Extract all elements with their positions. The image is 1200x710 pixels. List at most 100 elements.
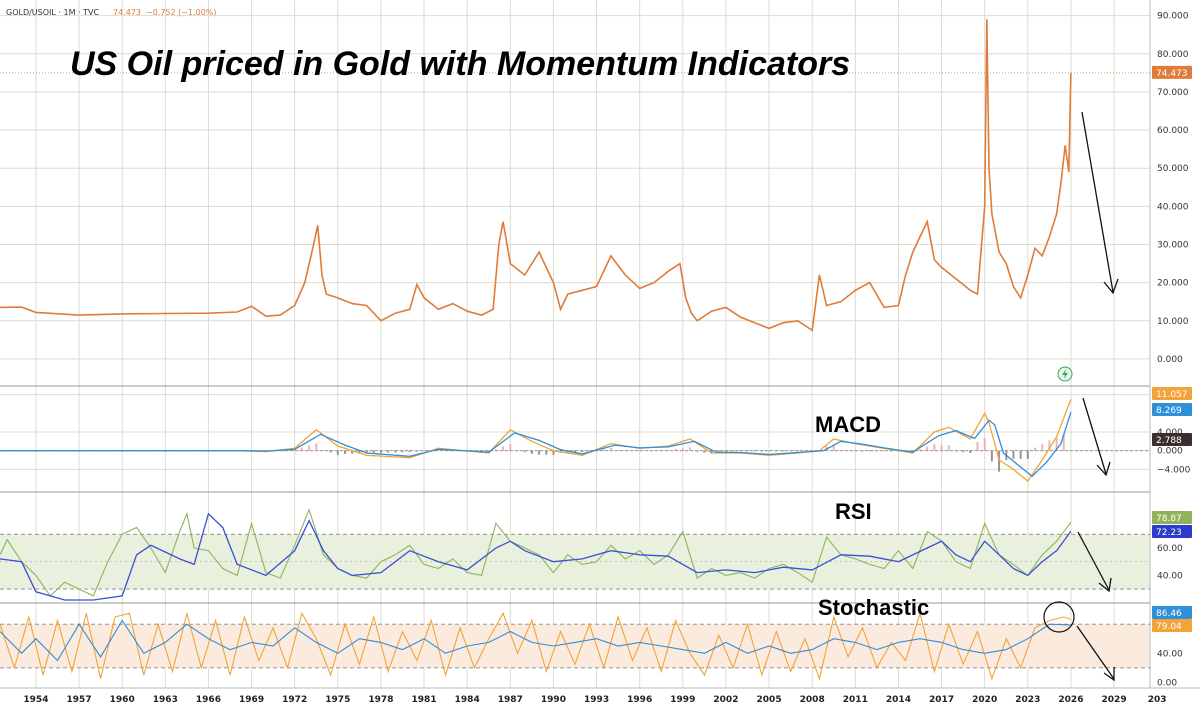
macd-histogram-bar bbox=[502, 446, 505, 451]
rsi-ma-value-badge-bg bbox=[1152, 525, 1192, 538]
macd-histogram-bar bbox=[379, 450, 382, 453]
macd-histogram-bar bbox=[861, 450, 864, 452]
x-tick-label: 2005 bbox=[757, 695, 782, 705]
x-tick-label: 2008 bbox=[800, 695, 825, 705]
macd-histogram-bar bbox=[530, 450, 533, 454]
x-tick-label: 1957 bbox=[67, 695, 92, 705]
stochastic-down-arrow bbox=[1076, 625, 1115, 680]
price-line bbox=[0, 19, 1072, 332]
macd-histogram-bar bbox=[990, 450, 993, 462]
rsi-value-badge-bg bbox=[1152, 511, 1192, 524]
macd-histogram-bar bbox=[962, 450, 965, 453]
stochastic-panel-title: Stochastic bbox=[818, 595, 929, 620]
stochastic-d-badge-bg bbox=[1152, 619, 1192, 632]
macd-histogram-bar bbox=[372, 450, 375, 453]
macd-histogram-bar bbox=[717, 450, 720, 452]
x-tick-label: 1966 bbox=[196, 695, 221, 705]
y-tick-label: 30.000 bbox=[1157, 240, 1189, 250]
macd-histogram-bar bbox=[415, 450, 418, 452]
macd-histogram-bar bbox=[336, 450, 339, 455]
macd-histogram-bar bbox=[351, 450, 354, 454]
y-tick-label: 40.00 bbox=[1157, 571, 1183, 581]
macd-histogram-bar bbox=[365, 450, 368, 453]
macd-histogram-bar bbox=[947, 445, 950, 451]
stochastic-d-line bbox=[0, 619, 1071, 662]
last-price: 74.473 bbox=[113, 8, 141, 17]
macd-histogram-bar bbox=[538, 450, 541, 455]
macd-histogram-bar bbox=[401, 450, 404, 453]
macd-histogram-bar bbox=[509, 444, 512, 451]
y-tick-label: 80.000 bbox=[1157, 50, 1189, 60]
macd-histogram-bar bbox=[494, 449, 497, 451]
macd-histogram-bar bbox=[1055, 438, 1058, 451]
macd-histogram-bar bbox=[703, 450, 706, 453]
macd-histogram-bar bbox=[768, 450, 771, 452]
macd-down-arrow bbox=[1082, 397, 1107, 475]
macd-histogram-bar bbox=[1048, 440, 1051, 451]
y-tick-label: −4.000 bbox=[1157, 465, 1191, 475]
macd-histogram-bar bbox=[696, 450, 699, 452]
macd-histogram-bar bbox=[574, 450, 576, 453]
macd-histogram-bar bbox=[998, 450, 1001, 472]
y-tick-label: 90.000 bbox=[1157, 12, 1189, 22]
y-tick-label: 60.000 bbox=[1157, 126, 1189, 136]
y-tick-label: 70.000 bbox=[1157, 88, 1189, 98]
macd-histogram-bar bbox=[293, 449, 296, 451]
macd-histogram-bar bbox=[868, 450, 871, 452]
stochastic-arrow-head bbox=[1103, 667, 1115, 682]
macd-histogram-bar bbox=[681, 448, 684, 451]
macd-histogram-bar bbox=[329, 450, 332, 453]
macd-histogram-bar bbox=[919, 449, 921, 451]
macd-histogram-bar bbox=[308, 445, 311, 451]
macd-histogram-bar bbox=[609, 448, 612, 451]
stochastic-k-badge-bg bbox=[1152, 606, 1192, 619]
x-tick-label: 1978 bbox=[368, 695, 393, 705]
macd-histogram-bar bbox=[954, 450, 957, 452]
macd-histogram-bar bbox=[1041, 444, 1044, 451]
y-tick-label: 20.000 bbox=[1157, 279, 1189, 289]
chart-title: US Oil priced in Gold with Momentum Indi… bbox=[70, 45, 850, 83]
macd-histogram-bar bbox=[911, 450, 914, 452]
x-tick-label: 1954 bbox=[23, 695, 48, 705]
macd-histogram-bar bbox=[300, 447, 303, 451]
lightning-icon[interactable] bbox=[1057, 366, 1073, 382]
y-tick-label: 0.000 bbox=[1157, 355, 1183, 365]
macd-histogram-bar bbox=[487, 450, 490, 452]
macd-histogram-bar bbox=[724, 450, 727, 452]
macd-histogram-bar bbox=[789, 450, 792, 452]
macd-histogram-bar bbox=[408, 450, 411, 453]
macd-histogram-bar bbox=[1026, 450, 1029, 459]
stochastic-k-badge: 86.46 bbox=[1156, 609, 1182, 619]
macd-histogram-bar bbox=[933, 444, 936, 451]
macd-histogram-bar bbox=[890, 450, 893, 452]
macd-histogram-bar bbox=[387, 450, 390, 453]
x-tick-label: 1972 bbox=[282, 695, 307, 705]
price-arrow-head bbox=[1103, 278, 1119, 295]
macd-histogram-bar bbox=[674, 448, 677, 451]
macd-histogram-bar bbox=[523, 450, 526, 453]
macd-panel-title: MACD bbox=[815, 412, 881, 437]
macd-histogram-bar bbox=[940, 445, 943, 451]
x-tick-label: 2014 bbox=[886, 695, 911, 705]
macd-histogram-bar bbox=[753, 450, 756, 452]
badge-layer: 74.473 11.057 8.269 2.788 78.87 72.23 86.46 79.… bbox=[1152, 65, 1192, 632]
macd-histogram-bar bbox=[775, 450, 778, 452]
series-layer bbox=[0, 19, 1150, 681]
x-tick-label: 2023 bbox=[1015, 695, 1040, 705]
arrow-annotations bbox=[1043, 111, 1119, 682]
signal-value-badge-bg bbox=[1152, 403, 1192, 416]
macd-histogram-bar bbox=[689, 447, 691, 451]
stochastic-d-badge: 79.04 bbox=[1156, 622, 1182, 632]
macd-histogram-bar bbox=[832, 444, 835, 451]
x-tick-label: 1984 bbox=[455, 695, 480, 705]
macd-histogram-bar bbox=[1062, 433, 1065, 451]
signal-value-badge: 8.269 bbox=[1156, 406, 1182, 416]
y-tick-label: 40.000 bbox=[1157, 202, 1189, 212]
stochastic-k-line bbox=[0, 611, 1072, 681]
macd-histogram-bar bbox=[760, 450, 763, 452]
x-tick-label: 1975 bbox=[325, 695, 350, 705]
macd-histogram-bar bbox=[1034, 447, 1036, 451]
macd-histogram-bar bbox=[660, 450, 663, 451]
